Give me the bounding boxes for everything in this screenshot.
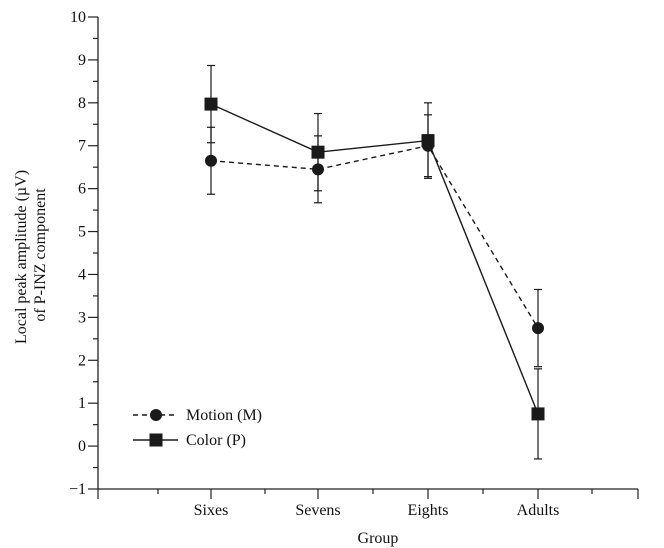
- y-axis-title: Local peak amplitude (µV) of P-INZ compo…: [13, 166, 49, 344]
- x-tick-label-sixes: Sixes: [194, 502, 229, 519]
- legend-label-color: Color (P): [186, 432, 246, 449]
- legend-marker-motion: [150, 409, 162, 421]
- y-tick-label: 3: [78, 309, 86, 326]
- series-layer: [204, 64, 545, 460]
- x-tick-label-sevens: Sevens: [295, 502, 340, 519]
- x-ticks: Sixes Sevens Eights Adults: [97, 489, 639, 519]
- x-tick-label-eights: Eights: [408, 502, 449, 519]
- y-axis-title-line-1: Local peak amplitude (µV): [13, 170, 30, 344]
- point-color-sevens: [311, 145, 325, 159]
- point-color-eights: [421, 134, 435, 148]
- y-tick-label: 0: [78, 438, 86, 455]
- legend-label-motion: Motion (M): [186, 407, 262, 424]
- y-tick-label: 10: [70, 9, 86, 26]
- point-color-sixes: [204, 97, 218, 111]
- y-tick-label: 1: [78, 395, 86, 412]
- y-tick-label: −1: [69, 481, 86, 498]
- y-tick-label: 6: [78, 181, 86, 198]
- point-motion-adults: [532, 322, 544, 335]
- series-motion: [205, 114, 544, 368]
- legend: Motion (M) Color (P): [133, 407, 262, 449]
- y-tick-label: 7: [78, 138, 86, 155]
- series-line-motion: [210, 144, 539, 329]
- y-tick-label: 4: [78, 266, 86, 283]
- chart-axes: [97, 17, 638, 490]
- y-ticks: −1 0 1 2 3 4 5 6 7 8 9 10: [69, 9, 98, 498]
- x-axis-title: Group: [358, 530, 399, 547]
- legend-marker-color: [149, 433, 163, 447]
- point-color-adults: [531, 407, 545, 421]
- point-motion-sixes: [205, 154, 217, 167]
- x-tick-label-adults: Adults: [517, 502, 560, 519]
- y-tick-label: 5: [78, 224, 86, 241]
- y-tick-label: 2: [78, 352, 86, 369]
- y-axis-title-line-2: of P-INZ component: [32, 188, 49, 322]
- series-line-color: [210, 103, 539, 415]
- y-tick-label: 8: [78, 95, 86, 112]
- series-color: [204, 64, 545, 460]
- y-tick-label: 9: [78, 52, 86, 69]
